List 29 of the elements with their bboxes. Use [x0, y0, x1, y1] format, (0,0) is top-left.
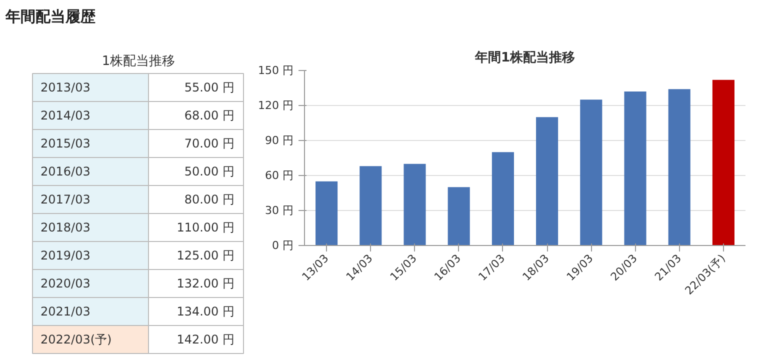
text: 年間配当履歴 [4, 8, 96, 26]
text: 80.00 円 [184, 192, 235, 206]
text: 68.00 円 [184, 108, 235, 122]
text: 50.00 円 [184, 164, 235, 178]
category-label: 2021/03 [40, 304, 90, 318]
text: 1株配当推移 [102, 54, 176, 69]
text: 142.00 円 [176, 332, 235, 346]
category-label: 2019/03 [40, 248, 90, 262]
category-label: 2018/03 [40, 220, 90, 234]
text: 110.00 円 [176, 220, 235, 234]
chart-title: 年間1株配当推移 [474, 50, 576, 66]
category-label: 2022/03(予) [40, 332, 112, 346]
category-label: 2020/03 [40, 276, 90, 290]
category-label: 2017/03 [40, 192, 90, 206]
category-label: 2013/03 [40, 80, 90, 94]
category-label: 2016/03 [40, 164, 90, 178]
text: 132.00 円 [176, 276, 235, 290]
y-tick-label: 60 円 [265, 169, 294, 182]
y-tick-label: 30 円 [265, 204, 294, 217]
text: 134.00 円 [176, 304, 235, 318]
y-tick-label: 0 円 [272, 239, 294, 252]
category-label: 2015/03 [40, 136, 90, 150]
y-tick-label: 120 円 [258, 99, 294, 112]
y-tick-label: 90 円 [265, 134, 294, 147]
text: 125.00 円 [176, 248, 235, 262]
y-tick-label: 150 円 [258, 64, 294, 77]
category-label: 2014/03 [40, 108, 90, 122]
text: 70.00 円 [184, 136, 235, 150]
text: 55.00 円 [184, 80, 235, 94]
